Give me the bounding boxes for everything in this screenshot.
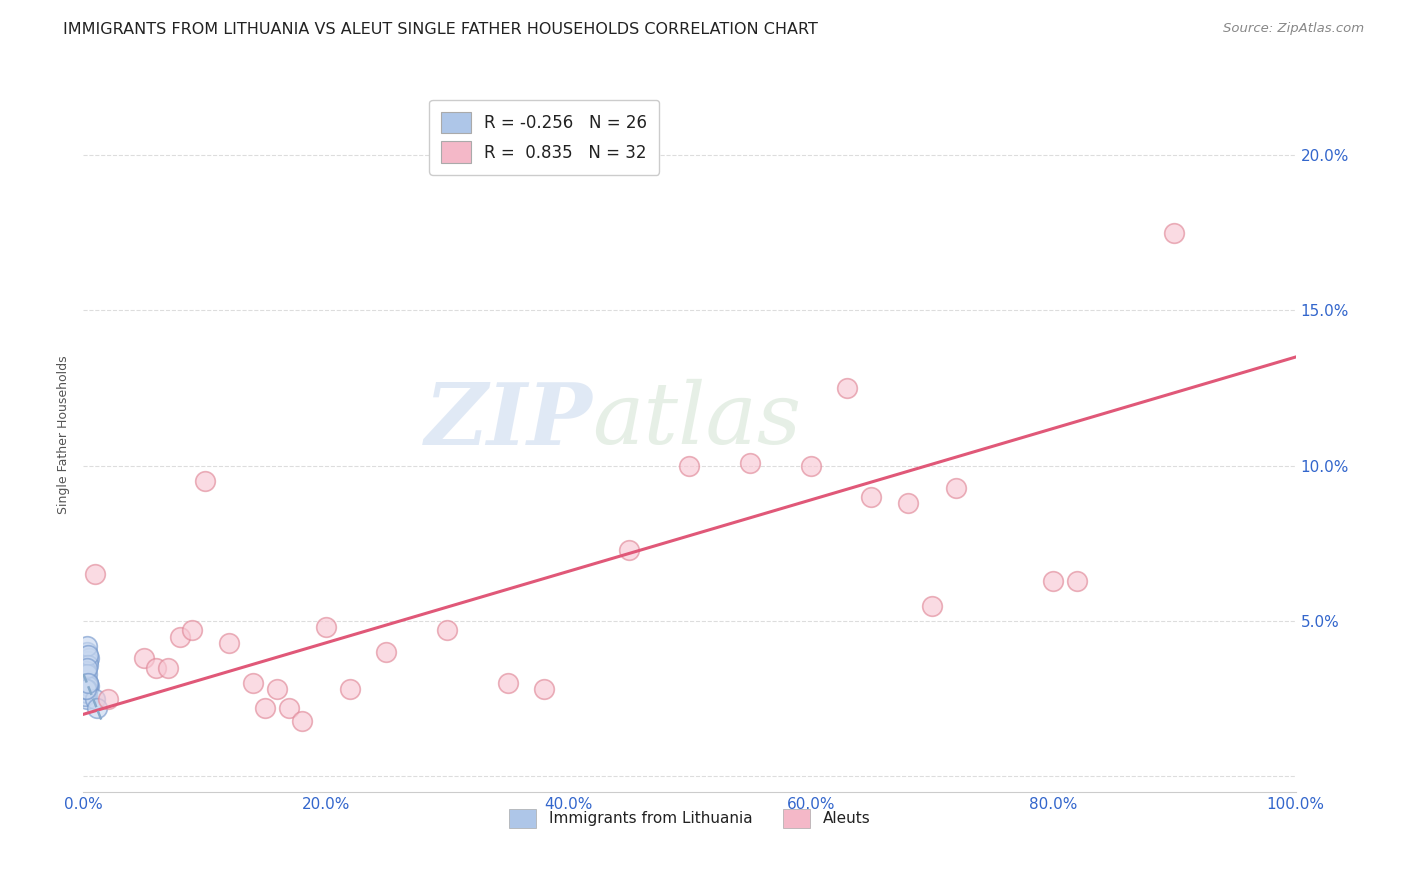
Point [76,661,98,675]
Point [1163,226,1185,240]
Point [76,682,98,697]
Point [533,682,555,697]
Point [678,458,700,473]
Point [375,645,398,659]
Point [77,657,100,672]
Point [84,567,107,582]
Text: Source: ZipAtlas.com: Source: ZipAtlas.com [1223,22,1364,36]
Point [84,691,107,706]
Point [278,701,301,715]
Point [835,381,858,395]
Point [79,651,101,665]
Point [266,682,288,697]
Point [75,673,97,687]
Point [75,670,97,684]
Point [77,648,100,663]
Point [76,676,98,690]
Point [76,691,98,706]
Point [157,661,180,675]
Point [1042,574,1064,588]
Point [897,496,920,510]
Point [76,685,98,699]
Legend: Immigrants from Lithuania, Aleuts: Immigrants from Lithuania, Aleuts [503,803,876,834]
Point [77,655,100,669]
Text: atlas: atlas [592,379,801,462]
Point [76,639,98,653]
Point [79,679,101,693]
Point [339,682,361,697]
Point [169,630,191,644]
Point [945,481,967,495]
Point [194,475,217,489]
Point [254,701,277,715]
Point [145,661,167,675]
Point [800,458,823,473]
Point [73,689,96,703]
Point [218,636,240,650]
Point [75,664,97,678]
Point [77,676,100,690]
Y-axis label: Single Father Households: Single Father Households [58,355,70,514]
Point [76,645,98,659]
Point [75,682,97,697]
Point [86,701,108,715]
Point [181,624,204,638]
Point [73,667,96,681]
Point [860,490,883,504]
Point [496,676,519,690]
Point [75,661,97,675]
Point [1066,574,1088,588]
Point [315,620,337,634]
Point [921,599,943,613]
Point [436,624,458,638]
Point [132,651,155,665]
Point [738,456,761,470]
Point [290,714,312,728]
Point [75,682,97,697]
Point [242,676,264,690]
Text: IMMIGRANTS FROM LITHUANIA VS ALEUT SINGLE FATHER HOUSEHOLDS CORRELATION CHART: IMMIGRANTS FROM LITHUANIA VS ALEUT SINGL… [63,22,818,37]
Point [617,542,640,557]
Point [77,676,100,690]
Point [97,691,120,706]
Text: ZIP: ZIP [425,379,592,462]
Point [76,667,98,681]
Point [77,679,100,693]
